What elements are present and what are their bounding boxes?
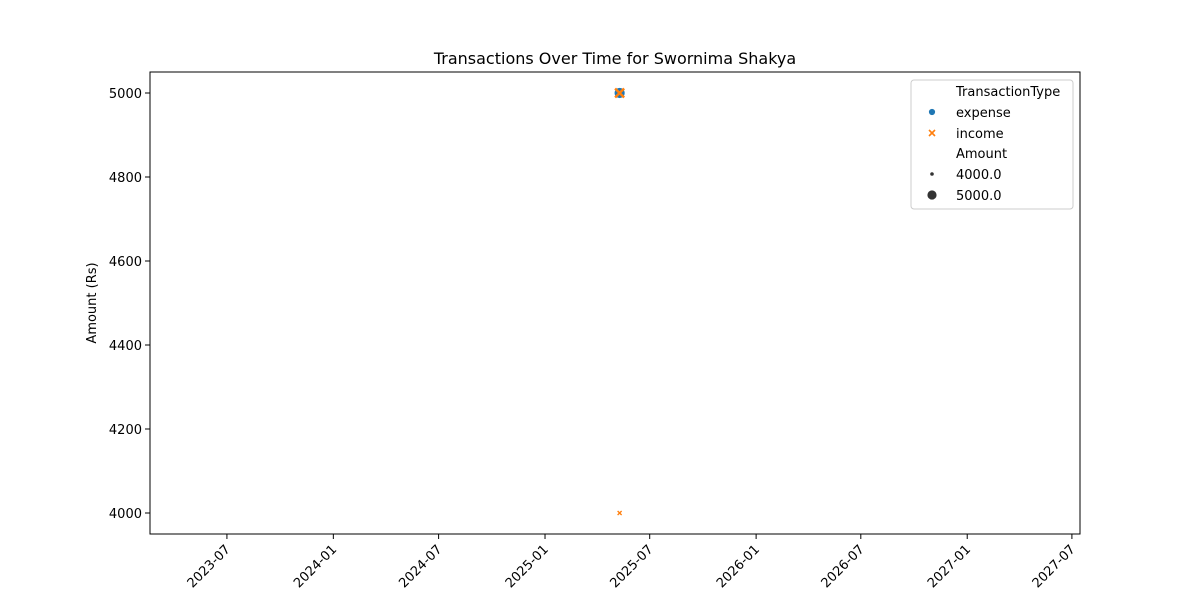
data-point-income [614,87,626,99]
data-points [613,87,626,516]
x-axis: 2023-07 2024-01 2024-07 2025-01 2025-07 2026-… [185,534,1079,591]
data-point-income [617,510,623,516]
x-tick-label: 2024-01 [291,542,340,591]
legend: TransactionType expense income Amount 4000.0… [910,79,1074,210]
x-tick-label: 2026-07 [819,542,868,591]
legend-size-marker [929,171,935,177]
y-tick-label: 4600 [109,255,142,270]
x-tick-label: 2025-07 [608,542,657,591]
y-tick-label: 5000 [109,87,142,102]
legend-label-income: income [956,127,1004,142]
plot-area-frame [149,71,1081,535]
x-tick-label: 2025-01 [503,542,552,591]
y-tick-label: 4200 [109,423,142,438]
y-tick-label: 4400 [109,339,142,354]
y-axis-label: Amount (Rs) [85,262,100,343]
legend-size-title: Amount [956,147,1007,162]
legend-box [910,79,1074,210]
x-tick-label: 2027-01 [925,542,974,591]
x-tick-label: 2026-01 [714,542,763,591]
legend-size-label: 5000.0 [956,189,1002,204]
legend-size-label: 4000.0 [956,168,1002,183]
legend-marker-income [928,129,936,137]
x-tick-label: 2023-07 [185,542,234,591]
y-tick-label: 4800 [109,171,142,186]
y-tick-label: 4000 [109,507,142,522]
x-tick-label: 2024-07 [396,542,445,591]
legend-hue-title: TransactionType [955,85,1060,100]
legend-label-expense: expense [956,106,1011,121]
y-axis: 4000 4200 4400 4600 4800 5000 [109,87,150,522]
legend-size-marker [926,189,938,201]
chart-title: Transactions Over Time for Swornima Shak… [433,49,796,68]
legend-marker-expense [928,108,936,116]
x-tick-label: 2027-07 [1030,542,1079,591]
